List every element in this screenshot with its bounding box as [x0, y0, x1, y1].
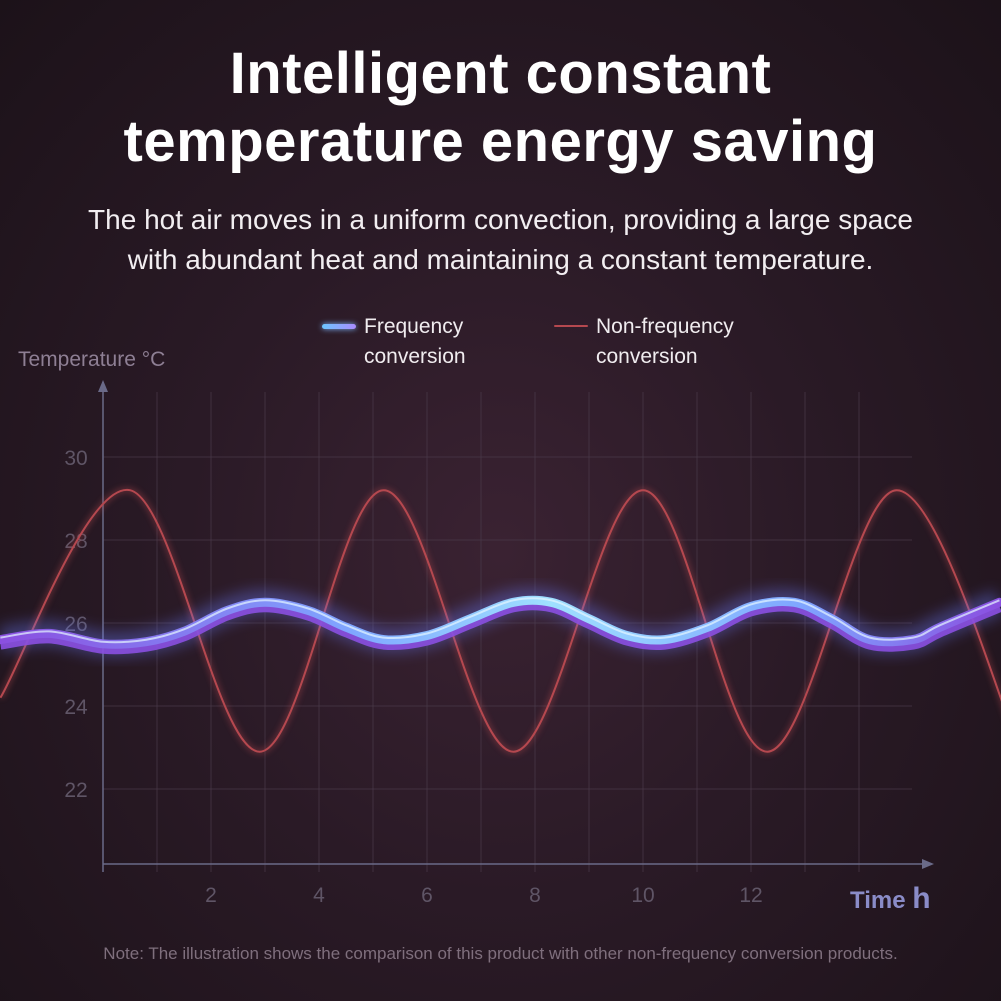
x-tick-label: 4 — [313, 884, 325, 907]
headline-line-1: Intelligent constant — [229, 41, 772, 106]
y-tick-label: 24 — [64, 696, 88, 719]
legend-label-frequency-line-2: conversion — [364, 345, 466, 368]
axes — [98, 380, 934, 872]
legend-swatch-frequency — [322, 324, 356, 329]
x-axis-arrow — [922, 859, 934, 869]
x-tick-label: 2 — [205, 884, 217, 907]
legend-swatch-nonfrequency — [554, 325, 588, 327]
x-axis-title-unit: h — [912, 882, 931, 915]
grid — [103, 392, 912, 872]
legend-label-nonfrequency-line-2: conversion — [596, 345, 698, 368]
y-axis-title: Temperature °C — [18, 348, 166, 371]
headline: Intelligent constant temperature energy … — [0, 40, 1001, 176]
legend-item-nonfrequency: Non-frequency conversion — [554, 312, 734, 372]
series-frequency-highlight — [0, 597, 1000, 644]
subtitle: The hot air moves in a uniform convectio… — [0, 200, 1001, 280]
subtitle-line-1: The hot air moves in a uniform convectio… — [88, 204, 913, 235]
x-tick-label: 10 — [631, 884, 654, 907]
legend-label-frequency-line-1: Frequency — [364, 315, 464, 338]
x-tick-label: 12 — [739, 884, 762, 907]
series-frequency-line — [0, 595, 1001, 649]
legend-item-frequency: Frequency conversion — [322, 312, 466, 372]
series-nonfrequency-line — [0, 489, 1001, 753]
x-tick-label: 8 — [529, 884, 541, 907]
x-axis-title: Time h — [850, 882, 931, 916]
headline-line-2: temperature energy saving — [123, 109, 878, 174]
y-tick-label: 22 — [64, 779, 87, 802]
y-tick-label: 30 — [64, 447, 87, 470]
series-layer — [0, 487, 1001, 755]
legend-label-nonfrequency-line-1: Non-frequency — [596, 315, 734, 338]
footnote: Note: The illustration shows the compari… — [103, 944, 898, 963]
legend-label-frequency: Frequency conversion — [364, 312, 466, 372]
legend-label-nonfrequency: Non-frequency conversion — [596, 312, 734, 372]
subtitle-line-2: with abundant heat and maintaining a con… — [127, 244, 874, 275]
y-axis-arrow — [98, 380, 108, 392]
x-tick-label: 6 — [421, 884, 433, 907]
x-axis-title-text: Time — [850, 887, 906, 914]
